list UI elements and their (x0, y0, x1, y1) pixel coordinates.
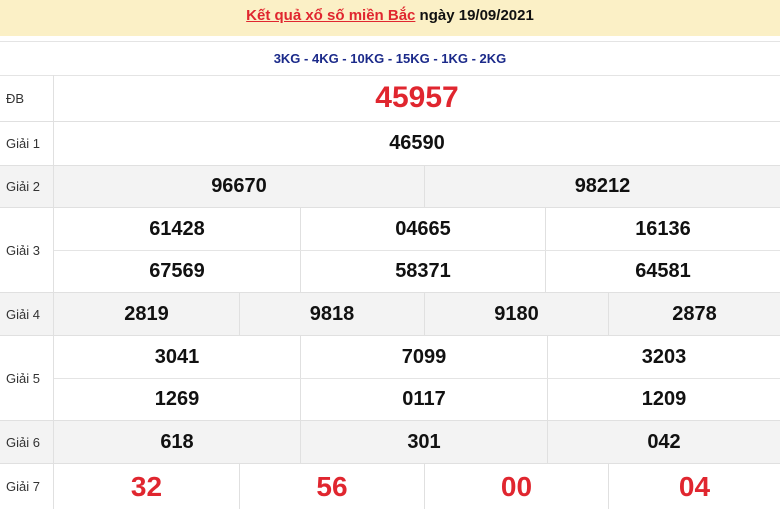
prize-number: 16136 (545, 208, 780, 250)
prize-number: 1209 (547, 379, 780, 420)
prize-label: Giải 1 (0, 122, 54, 165)
row-g1: Giải 1 46590 (0, 122, 780, 166)
row-g4: Giải 4 2819 9818 9180 2878 (0, 293, 780, 336)
prize-number: 61428 (149, 217, 205, 240)
prize-number: 2878 (608, 293, 780, 335)
prize-number: 9818 (239, 293, 424, 335)
prize-number: 98212 (424, 166, 780, 207)
prize-number: 042 (547, 421, 780, 463)
prize-label: Giải 3 (0, 208, 54, 292)
prize-number: 67569 (149, 260, 205, 282)
prize-number: 3203 (547, 336, 780, 378)
row-db: ĐB 45957 (0, 75, 780, 122)
prize-number: 04665 (300, 208, 545, 250)
prize-number: 3041 (154, 345, 200, 368)
prize-number: 0117 (300, 379, 547, 420)
prize-label: Giải 7 (0, 464, 54, 509)
prize-number: 64581 (545, 251, 780, 292)
row-g6: Giải 6 618 301 042 (0, 421, 780, 464)
prize-label: ĐB (0, 75, 54, 121)
prize-number: 301 (300, 421, 547, 463)
prize-number: 32 (130, 470, 163, 502)
prize-number: 46590 (389, 132, 445, 154)
results-link[interactable]: Kết quả xổ số miền Bắc (246, 7, 416, 24)
prize-number: 04 (608, 464, 780, 509)
special-prize: 45957 (375, 81, 459, 114)
row-g5: Giải 5 3041 7099 3203 1269 0117 1209 (0, 336, 780, 421)
row-g3: Giải 3 61428 04665 16136 67569 58371 645… (0, 208, 780, 293)
ticket-codes: 3KG - 4KG - 10KG - 15KG - 1KG - 2KG (0, 41, 780, 76)
page-header: Kết quả xổ số miền Bắc ngày 19/09/2021 (0, 0, 780, 36)
prize-number: 96670 (211, 175, 267, 197)
prize-number: 2819 (124, 302, 169, 325)
prize-number: 7099 (300, 336, 547, 378)
prize-label: Giải 5 (0, 336, 54, 420)
prize-label: Giải 6 (0, 421, 54, 463)
prize-label: Giải 2 (0, 166, 54, 207)
row-g7: Giải 7 32 56 00 04 (0, 464, 780, 509)
date-text: ngày 19/09/2021 (415, 7, 534, 24)
prize-number: 1269 (154, 388, 200, 410)
prize-label: Giải 4 (0, 293, 54, 335)
prize-number: 618 (160, 430, 194, 453)
prize-number: 9180 (424, 293, 608, 335)
row-g2: Giải 2 96670 98212 (0, 166, 780, 208)
prize-number: 58371 (300, 251, 545, 292)
prize-number: 00 (424, 464, 608, 509)
prize-number: 56 (239, 464, 424, 509)
